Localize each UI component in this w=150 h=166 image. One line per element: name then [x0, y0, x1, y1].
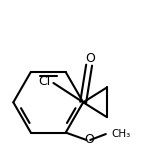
Text: Cl: Cl [38, 75, 51, 88]
Text: O: O [86, 52, 96, 65]
Text: CH₃: CH₃ [112, 129, 131, 139]
Text: O: O [85, 133, 94, 146]
